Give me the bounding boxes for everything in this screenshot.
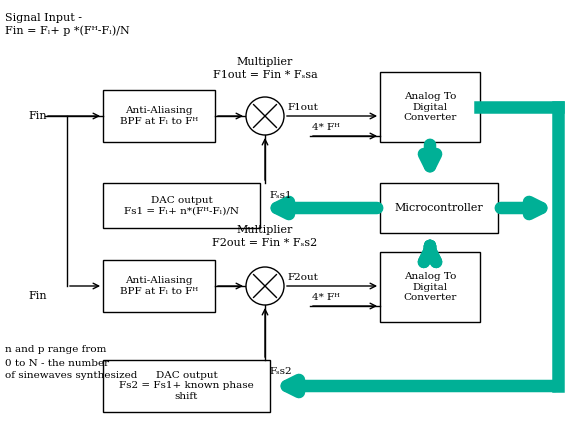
Text: n and p range from: n and p range from xyxy=(5,345,106,355)
Text: F2out = Fin * Fₛs2: F2out = Fin * Fₛs2 xyxy=(212,238,318,248)
FancyBboxPatch shape xyxy=(380,183,498,233)
FancyBboxPatch shape xyxy=(103,90,215,142)
FancyBboxPatch shape xyxy=(103,260,215,312)
Text: DAC output
Fs2 = Fs1+ known phase
shift: DAC output Fs2 = Fs1+ known phase shift xyxy=(119,371,254,401)
Text: Fₛs1: Fₛs1 xyxy=(269,191,292,200)
Text: DAC output
Fs1 = Fₗ+ n*(Fᴴ-Fₗ)/N: DAC output Fs1 = Fₗ+ n*(Fᴴ-Fₗ)/N xyxy=(124,196,239,215)
Text: Anti-Aliasing
BPF at Fₗ to Fᴴ: Anti-Aliasing BPF at Fₗ to Fᴴ xyxy=(120,106,198,126)
Text: Fₛs2: Fₛs2 xyxy=(269,368,292,377)
Text: Signal Input -: Signal Input - xyxy=(5,13,82,23)
Text: F1out = Fin * Fₛsa: F1out = Fin * Fₛsa xyxy=(213,70,317,80)
Text: of sinewaves synthesized: of sinewaves synthesized xyxy=(5,372,137,381)
Circle shape xyxy=(246,267,284,305)
Text: 4* Fᴴ: 4* Fᴴ xyxy=(312,122,340,132)
Text: Microcontroller: Microcontroller xyxy=(394,203,483,213)
Text: Anti-Aliasing
BPF at Fₗ to Fᴴ: Anti-Aliasing BPF at Fₗ to Fᴴ xyxy=(120,276,198,296)
Text: Fin = Fₗ+ p *(Fᴴ-Fₗ)/N: Fin = Fₗ+ p *(Fᴴ-Fₗ)/N xyxy=(5,26,130,36)
Text: 4* Fᴴ: 4* Fᴴ xyxy=(312,293,340,302)
Text: 0 to N - the number: 0 to N - the number xyxy=(5,358,109,368)
Text: Fin: Fin xyxy=(28,291,46,301)
FancyBboxPatch shape xyxy=(380,252,480,322)
Text: Multiplier: Multiplier xyxy=(237,57,293,67)
FancyBboxPatch shape xyxy=(103,360,270,412)
Text: Multiplier: Multiplier xyxy=(237,225,293,235)
Text: Fin: Fin xyxy=(28,111,46,121)
Text: Analog To
Digital
Converter: Analog To Digital Converter xyxy=(403,272,456,302)
Text: F2out: F2out xyxy=(287,273,318,282)
FancyBboxPatch shape xyxy=(380,72,480,142)
Text: Analog To
Digital
Converter: Analog To Digital Converter xyxy=(403,92,456,122)
Circle shape xyxy=(246,97,284,135)
FancyBboxPatch shape xyxy=(103,183,260,228)
Text: F1out: F1out xyxy=(287,102,318,112)
